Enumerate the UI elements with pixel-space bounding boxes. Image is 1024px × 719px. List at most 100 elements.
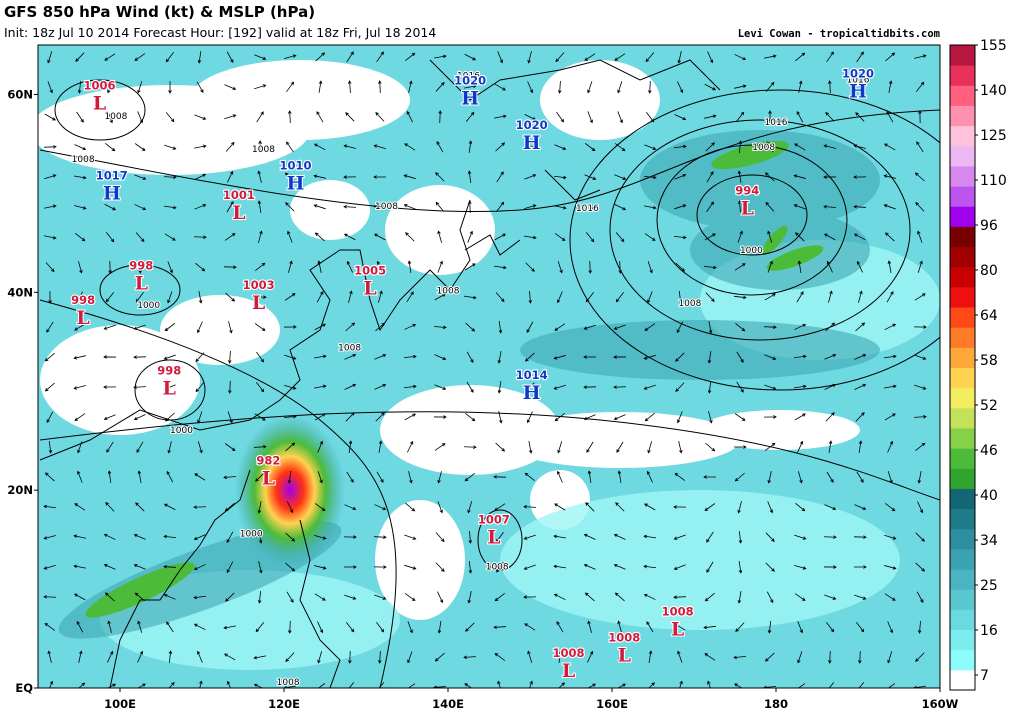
wind-arrow (764, 293, 776, 301)
wind-arrow (313, 174, 326, 179)
wind-arrow (378, 80, 382, 94)
wind-arrow (286, 81, 295, 93)
wind-arrow (645, 52, 655, 63)
wind-arrow (228, 321, 233, 334)
wind-arrow (704, 114, 717, 119)
wind-arrow (583, 385, 597, 389)
wind-arrow (734, 263, 746, 271)
wind-arrow (523, 595, 537, 599)
wind-arrow (826, 51, 834, 63)
wind-arrow (885, 503, 896, 512)
wind-arrow (557, 80, 562, 94)
wind-arrow (794, 323, 807, 330)
wind-arrow (226, 51, 234, 63)
wind-arrow (164, 323, 176, 332)
colorbar-label: 140 (980, 83, 1007, 99)
wind-arrow (73, 385, 86, 390)
wind-arrow (348, 650, 352, 664)
wind-arrow (197, 411, 203, 424)
wind-arrow (104, 592, 115, 602)
wind-arrow (405, 232, 415, 242)
wind-arrow (403, 354, 417, 359)
isobar-label: 1000 (137, 301, 160, 311)
y-tick-label: 40N (7, 285, 33, 299)
wind-arrow (528, 290, 533, 304)
wind-arrow (647, 291, 653, 304)
wind-arrow (436, 141, 444, 153)
wind-arrow (643, 564, 657, 569)
wind-arrow (826, 471, 834, 483)
wind-arrow (286, 591, 294, 603)
wind-arrow (858, 290, 863, 303)
wind-arrow (767, 471, 772, 484)
center-symbol: H (523, 132, 541, 154)
wind-arrow (888, 80, 893, 93)
wind-arrow (47, 650, 52, 663)
wind-arrow (133, 324, 146, 330)
wind-arrow (523, 144, 537, 149)
wind-arrow (285, 442, 296, 452)
wind-arrow (437, 471, 442, 484)
wind-arrow (704, 83, 717, 91)
wind-arrow (288, 260, 293, 273)
wind-arrow (107, 650, 114, 663)
wind-arrow (74, 323, 86, 331)
wind-arrow (194, 144, 207, 149)
wind-arrow (796, 291, 804, 303)
wind-arrow (856, 260, 863, 273)
wind-arrow (585, 292, 595, 303)
wind-arrow (765, 532, 775, 542)
wind-arrow (164, 412, 175, 422)
wind-arrow (708, 411, 713, 424)
wind-arrow (317, 260, 322, 273)
wind-arrow (584, 203, 597, 211)
wind-arrow (797, 651, 803, 664)
wind-arrow (856, 51, 864, 63)
wind-arrow (583, 414, 596, 421)
wind-arrow (406, 110, 414, 123)
wind-arrow (583, 324, 596, 330)
wind-arrow (134, 204, 147, 211)
wind-arrow (855, 412, 865, 422)
wind-arrow (588, 260, 592, 274)
wind-arrow (464, 295, 477, 300)
wind-arrow (734, 683, 743, 688)
wind-arrow (373, 535, 387, 539)
wind-arrow (557, 441, 563, 454)
wind-arrow (165, 112, 175, 123)
wind-arrow (406, 440, 414, 453)
wind-arrow (646, 470, 653, 483)
colorbar-swatch (950, 609, 975, 631)
wind-arrow (467, 170, 472, 184)
wind-arrow (136, 441, 144, 453)
wind-arrow (826, 621, 835, 633)
wind-arrow (284, 172, 295, 182)
wind-arrow (105, 232, 115, 243)
wind-arrow (887, 651, 893, 664)
wind-arrow (828, 682, 835, 688)
wind-arrow (437, 501, 443, 514)
wind-arrow (288, 620, 292, 634)
center-symbol: L (232, 202, 245, 224)
wind-arrow (373, 144, 386, 149)
wind-arrow (914, 354, 927, 360)
wind-arrow (916, 141, 924, 153)
isobar-label: 1008 (678, 299, 701, 309)
wind-arrow (75, 232, 86, 242)
wind-arrow (647, 441, 652, 454)
wind-arrow (226, 201, 234, 213)
wind-arrow (584, 174, 597, 180)
wind-arrow (674, 204, 687, 210)
wind-arrow (137, 620, 143, 633)
colorbar-swatch (950, 427, 975, 449)
wind-arrow (44, 235, 57, 240)
wind-arrow (553, 564, 566, 569)
wind-arrow (137, 683, 146, 688)
wind-arrow (767, 260, 773, 273)
wind-arrow (828, 440, 833, 453)
wind-arrow (258, 140, 262, 154)
wind-arrow (884, 534, 897, 540)
wind-arrow (105, 292, 115, 303)
wind-arrow (107, 81, 113, 94)
wind-arrow (858, 650, 862, 664)
